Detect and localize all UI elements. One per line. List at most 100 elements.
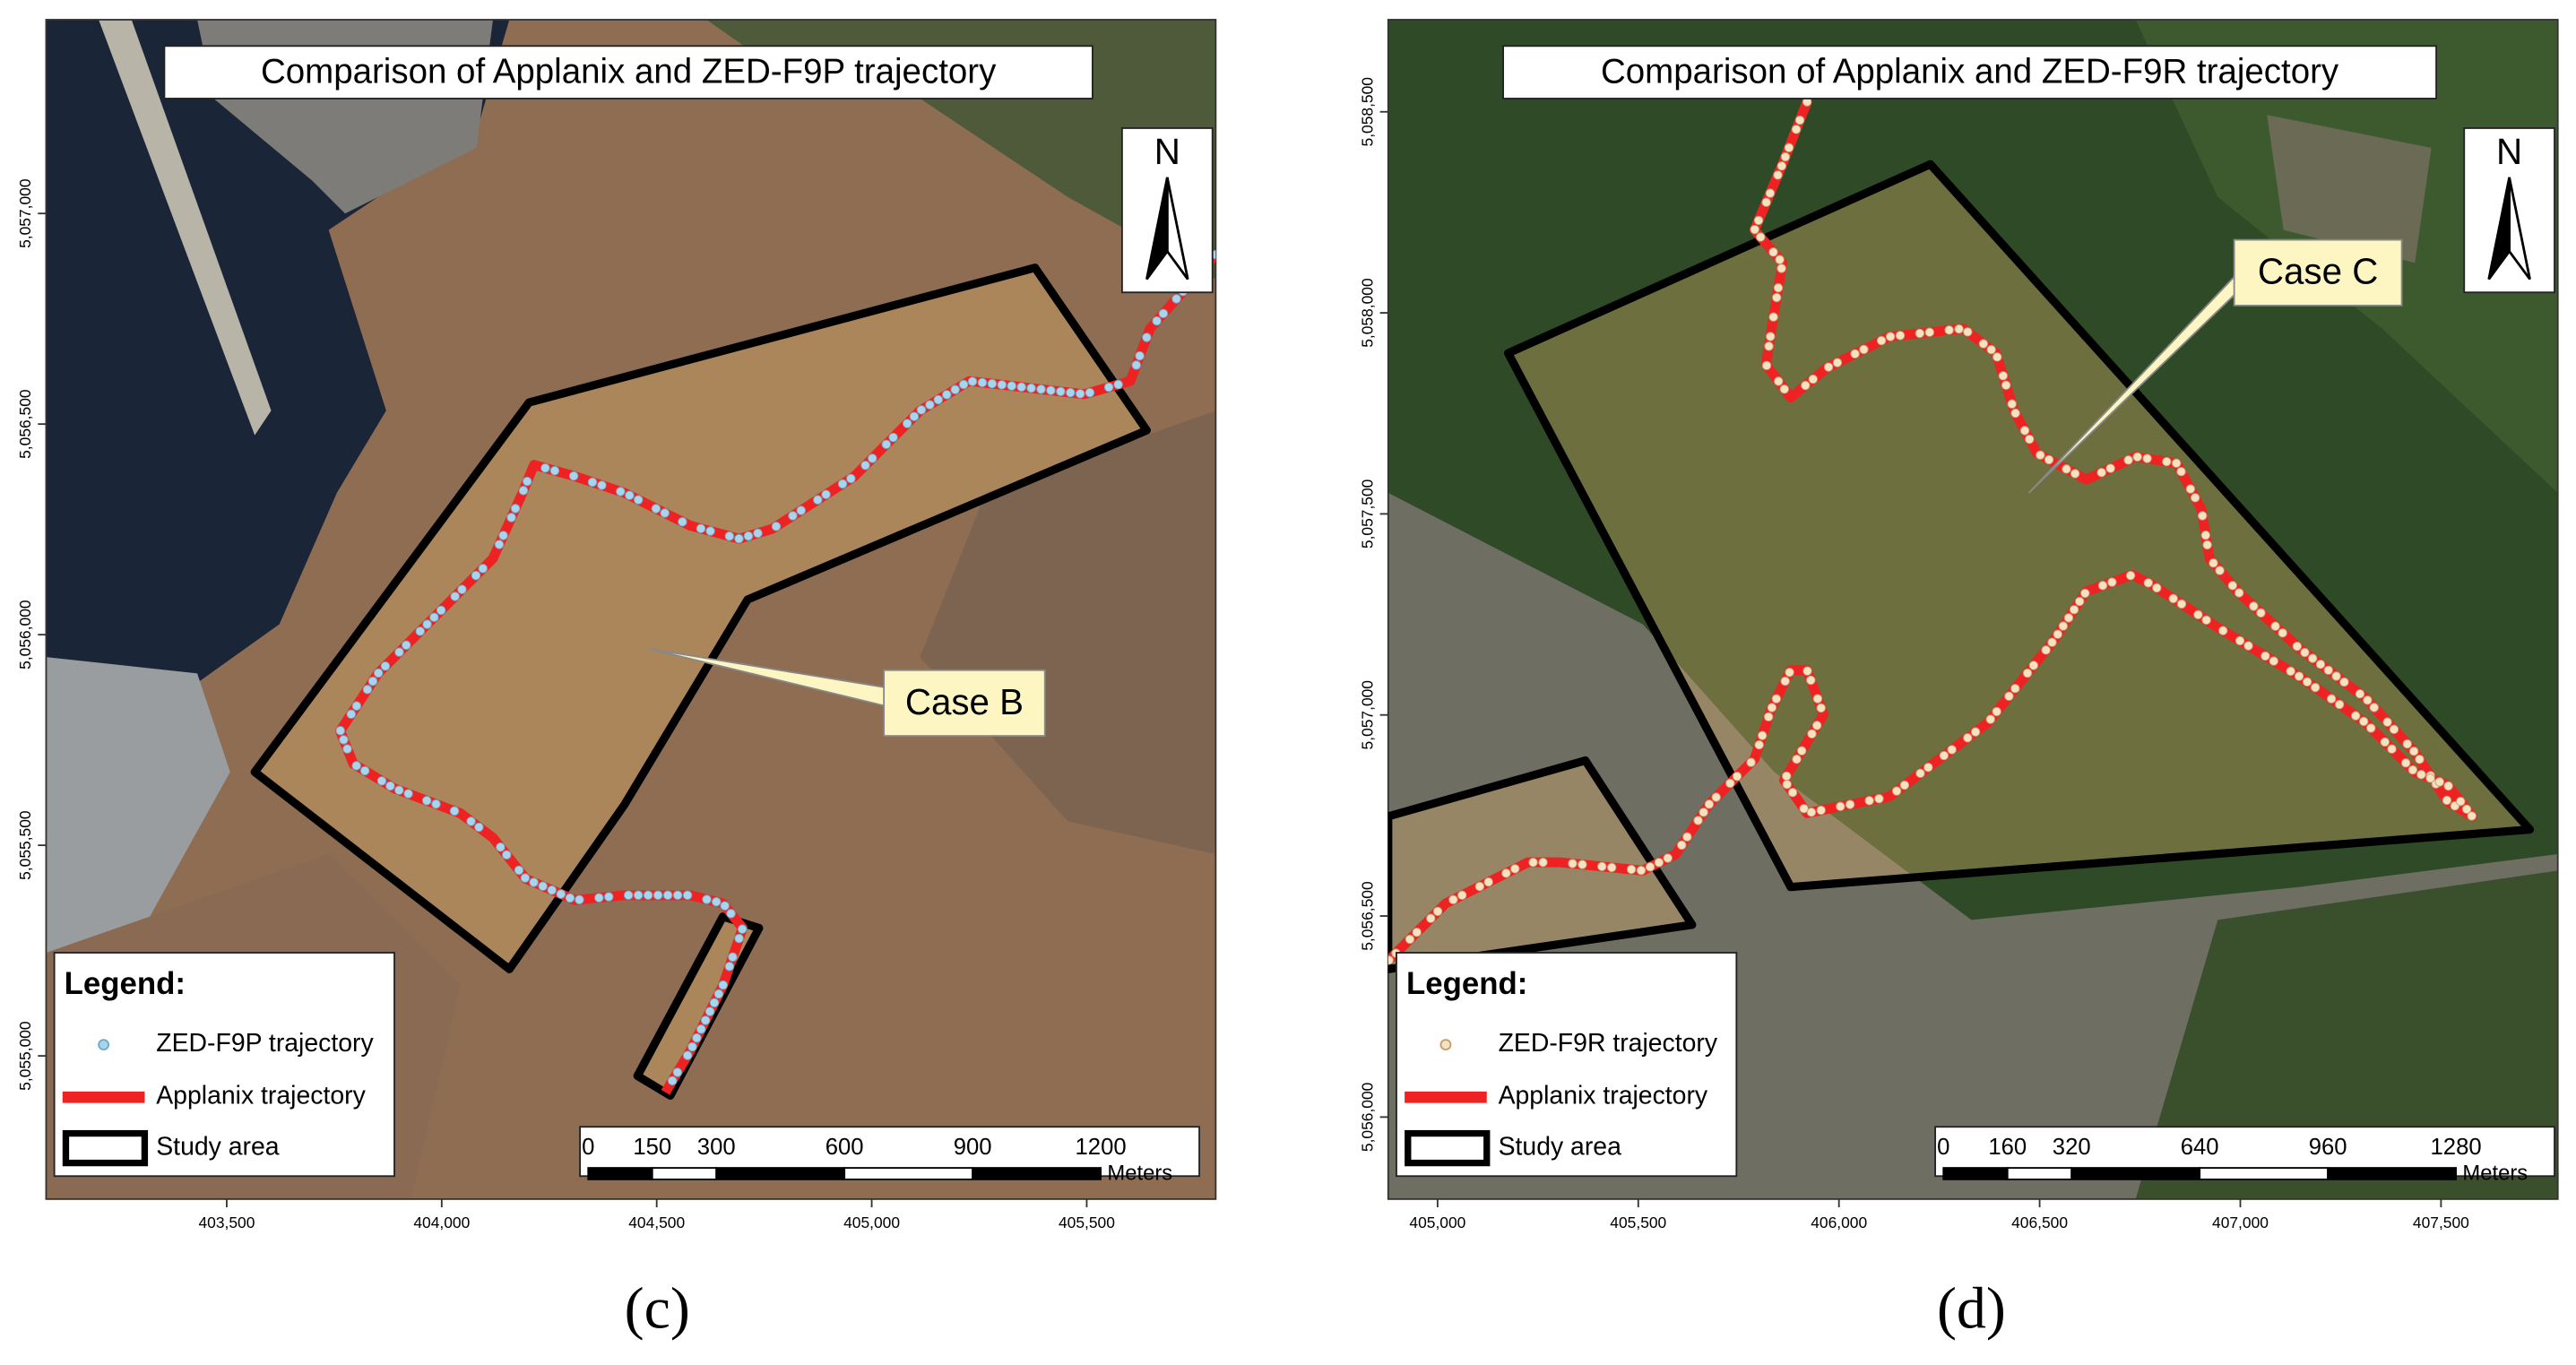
- gnss-point: [933, 394, 944, 405]
- gnss-point: [1954, 324, 1964, 334]
- gnss-point: [1677, 840, 1687, 851]
- x-tick-label: 405,000: [843, 1214, 900, 1231]
- gnss-point: [1766, 332, 1776, 341]
- gnss-point: [1753, 215, 1764, 226]
- gnss-point: [474, 822, 484, 833]
- gnss-point: [633, 890, 644, 901]
- gnss-point: [1832, 358, 1843, 367]
- gnss-point: [1746, 757, 1756, 767]
- scale-label: 1200: [1076, 1135, 1127, 1160]
- gnss-point: [1066, 387, 1076, 398]
- gnss-point: [1895, 331, 1906, 341]
- gnss-point: [1501, 868, 1511, 878]
- gnss-point: [726, 909, 736, 919]
- gnss-point: [421, 796, 432, 806]
- gnss-point: [692, 1032, 702, 1043]
- gnss-point: [1732, 771, 1742, 782]
- y-tick-label: 5,058,500: [1358, 77, 1376, 146]
- gnss-point: [2400, 758, 2411, 768]
- gnss-point: [518, 486, 529, 496]
- gnss-point: [909, 411, 920, 421]
- gnss-point: [1776, 160, 1787, 171]
- gnss-point: [2209, 557, 2218, 568]
- gnss-point: [565, 893, 575, 903]
- gnss-point: [422, 619, 432, 629]
- gnss-point: [587, 477, 598, 488]
- gnss-point: [1764, 341, 1774, 351]
- y-tick-label: 5,057,000: [16, 178, 34, 247]
- gnss-point: [1874, 793, 1884, 804]
- north-arrow: [2487, 177, 2511, 281]
- gnss-point: [1780, 676, 1790, 687]
- gnss-point: [2323, 665, 2334, 676]
- gnss-point: [376, 776, 387, 786]
- gnss-point: [2047, 637, 2057, 647]
- gnss-point: [2292, 641, 2303, 652]
- gnss-point: [547, 885, 557, 895]
- gnss-point: [633, 495, 644, 505]
- gnss-point: [529, 877, 539, 887]
- gnss-point: [556, 889, 566, 899]
- gnss-point: [1578, 860, 1587, 869]
- gnss-point: [1993, 352, 2002, 362]
- gnss-point: [702, 894, 712, 904]
- gnss-point: [1794, 115, 1805, 125]
- gnss-point: [1792, 754, 1802, 765]
- gnss-point: [2201, 615, 2211, 626]
- gnss-point: [415, 626, 426, 636]
- gnss-point: [1626, 864, 1637, 875]
- gnss-point: [643, 890, 653, 901]
- gnss-point: [1538, 857, 1548, 868]
- gnss-point: [672, 890, 683, 901]
- gnss-point: [1412, 927, 1422, 937]
- y-tick-label: 5,055,000: [16, 1021, 34, 1090]
- map-frame: [45, 19, 1217, 1200]
- gnss-point: [1806, 675, 1816, 686]
- gnss-point: [868, 454, 877, 463]
- gnss-point: [2260, 651, 2270, 661]
- gnss-point: [2269, 656, 2279, 666]
- gnss-point: [2202, 540, 2212, 550]
- y-tick-label: 5,057,500: [1358, 479, 1376, 549]
- gnss-point: [1636, 865, 1647, 876]
- gnss-point: [1085, 387, 1095, 398]
- gnss-point: [2443, 781, 2453, 791]
- gnss-point: [720, 901, 730, 911]
- map-frame: [1387, 19, 2559, 1200]
- gnss-point: [1801, 380, 1811, 391]
- gnss-point: [2358, 716, 2369, 727]
- gnss-point: [711, 896, 722, 907]
- gnss-point: [538, 881, 548, 891]
- scale-label: 150: [633, 1135, 671, 1160]
- gnss-point: [1768, 247, 1778, 257]
- gnss-point: [1158, 308, 1169, 319]
- gnss-point: [604, 892, 614, 902]
- gnss-point: [667, 1076, 678, 1086]
- gnss-point: [466, 816, 476, 826]
- gnss-point: [2105, 463, 2115, 473]
- gnss-point: [498, 531, 508, 540]
- gnss-point: [2125, 570, 2136, 581]
- gnss-point: [2074, 596, 2085, 607]
- study-area: [250, 263, 1151, 973]
- gnss-point: [594, 893, 604, 903]
- gnss-point: [2041, 645, 2051, 655]
- gnss-point: [457, 584, 467, 594]
- gnss-point: [1046, 385, 1056, 395]
- gnss-point: [2369, 703, 2380, 713]
- gnss-point: [1850, 349, 1860, 359]
- gnss-point: [2249, 601, 2259, 611]
- gnss-point: [2387, 744, 2397, 754]
- gnss-point: [821, 489, 831, 499]
- gnss-point: [1823, 362, 1834, 372]
- gnss-point: [1103, 382, 1114, 393]
- gnss-point: [651, 504, 661, 514]
- gnss-point: [2389, 724, 2399, 735]
- gnss-point: [2096, 468, 2106, 478]
- map-title: Comparison of Applanix and ZED-F9R traje…: [1601, 53, 2339, 91]
- gnss-point: [1915, 328, 1925, 339]
- gnss-point: [2010, 683, 2020, 694]
- gnss-point: [510, 504, 521, 514]
- gnss-point: [2176, 599, 2187, 609]
- x-tick-label: 405,500: [1610, 1214, 1666, 1231]
